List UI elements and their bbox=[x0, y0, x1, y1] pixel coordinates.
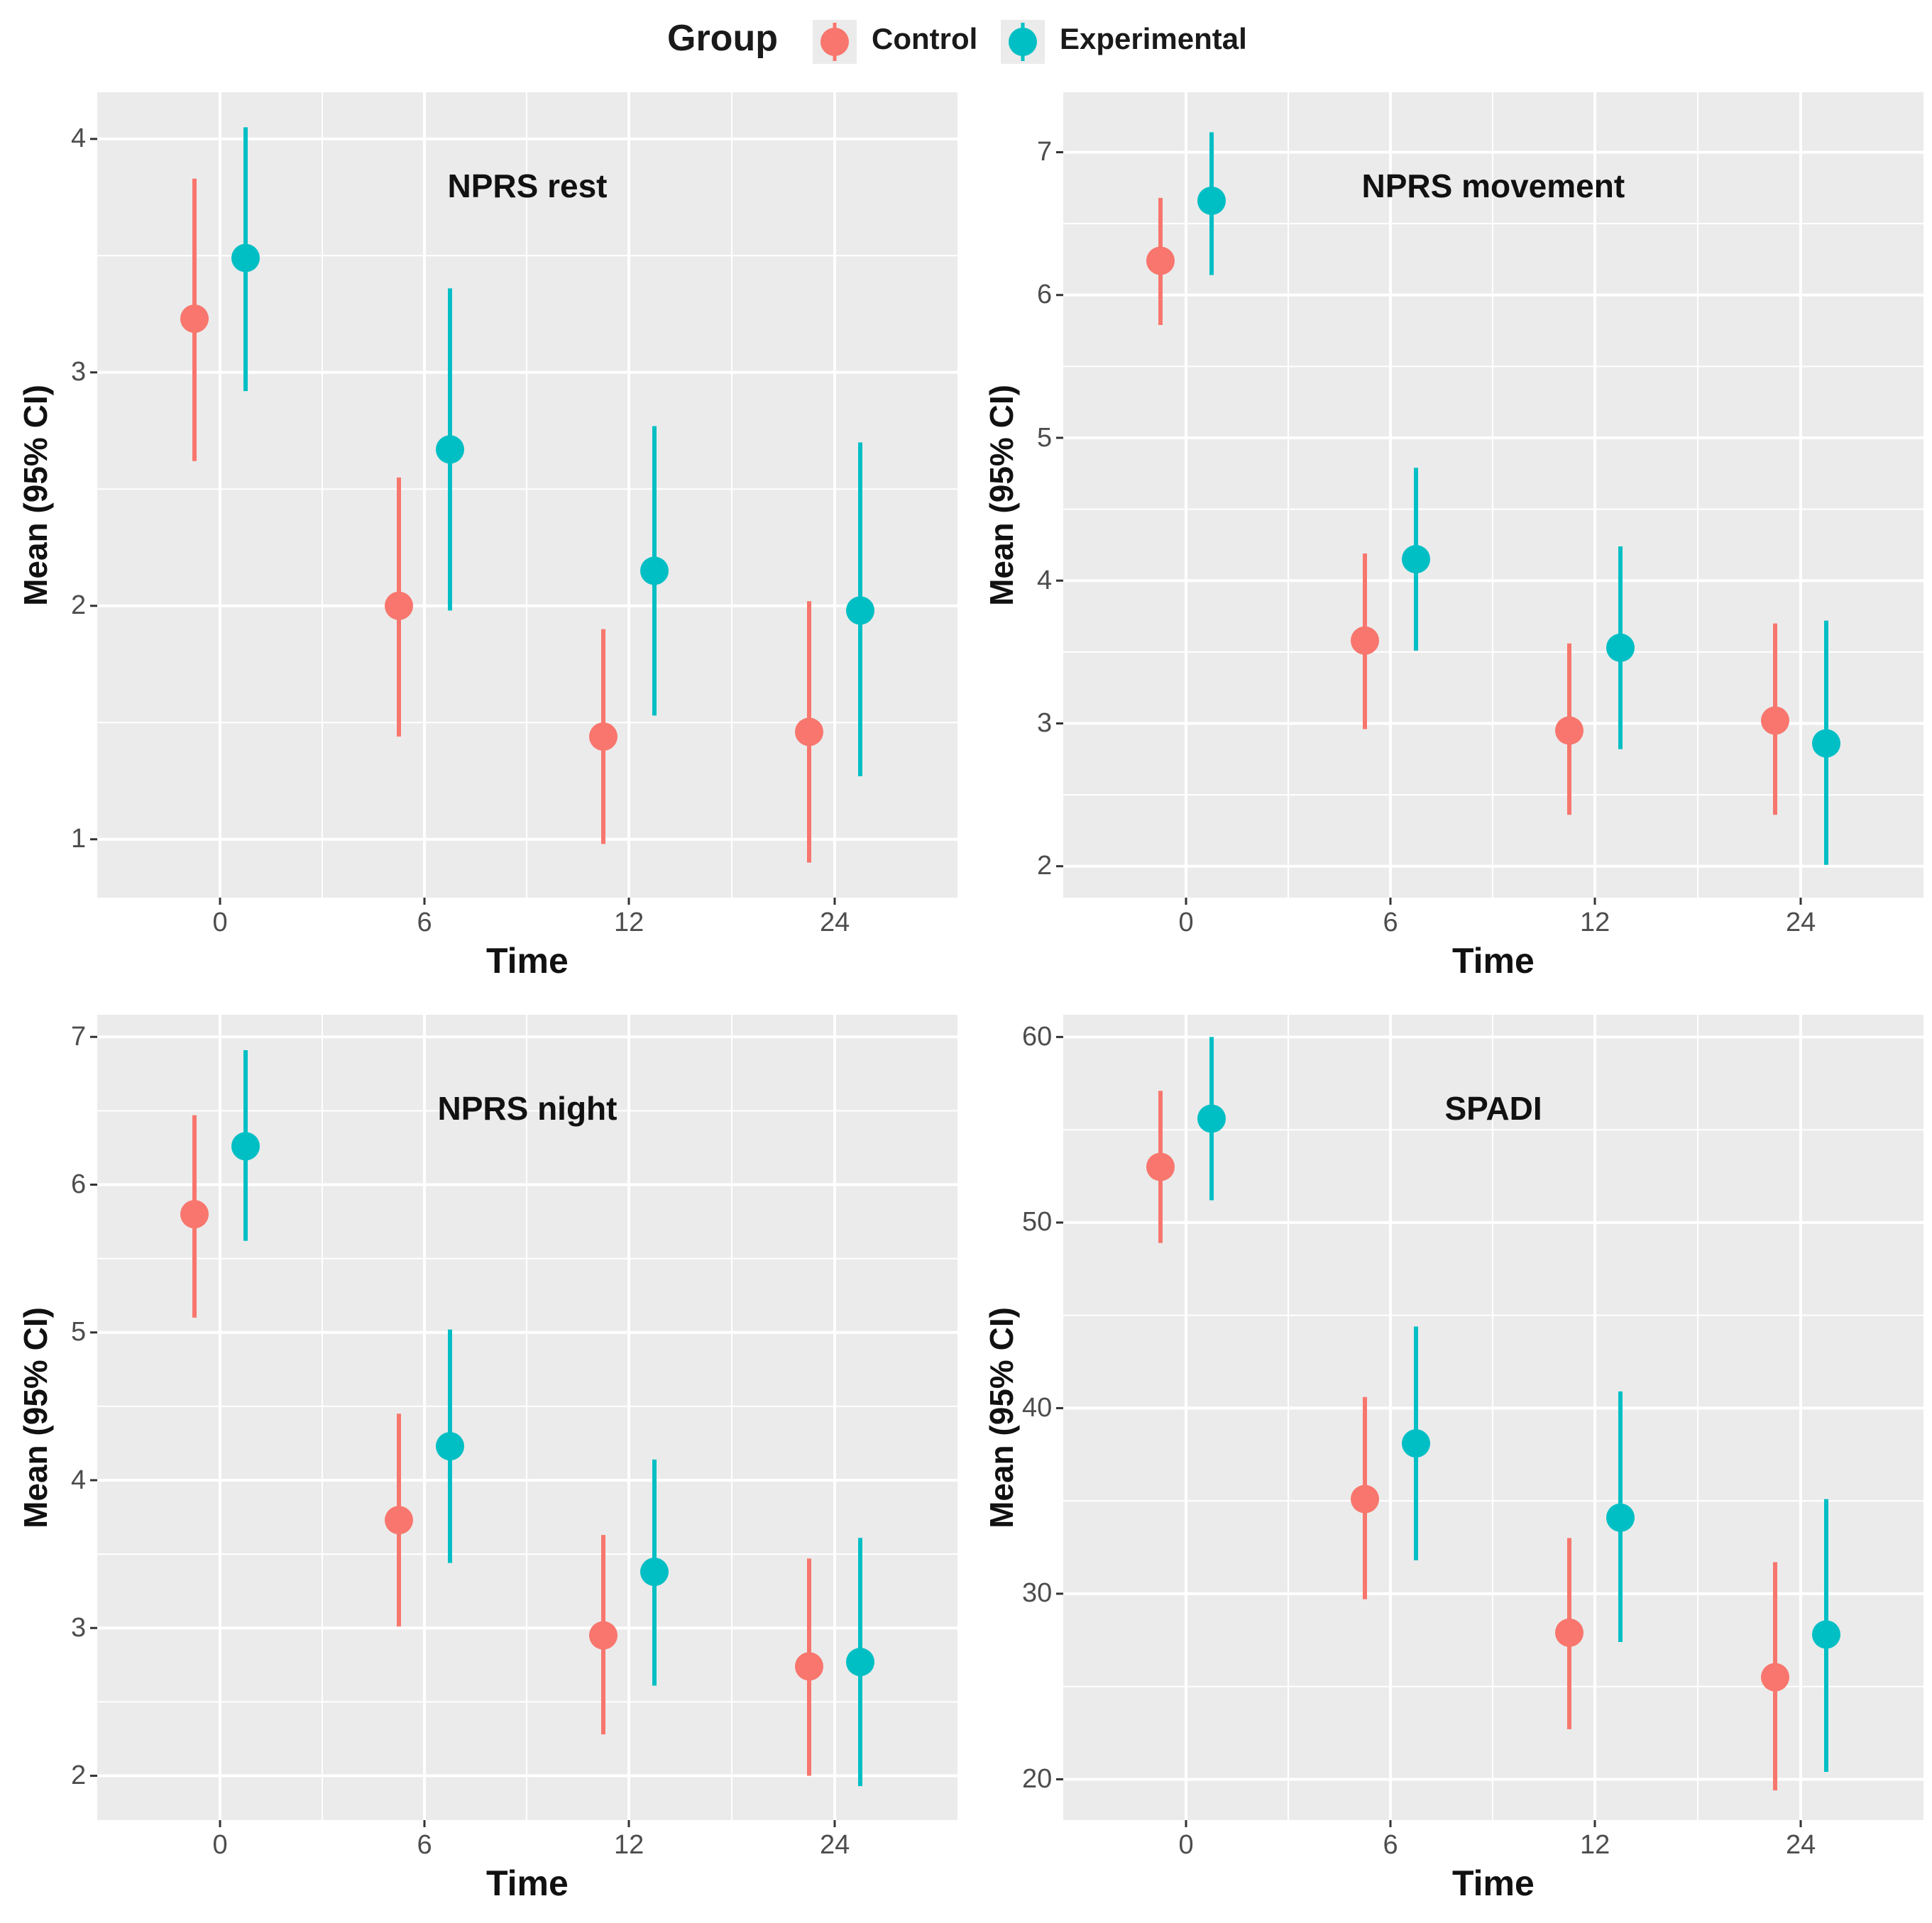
point-experimental bbox=[1402, 1429, 1430, 1458]
x-tick-label: 0 bbox=[212, 1830, 228, 1860]
x-tick-label: 24 bbox=[1786, 908, 1816, 937]
panel-nprs-movement: NPRS movement Mean (95% CI) Time 0 6 12 … bbox=[966, 78, 1932, 1001]
point-control bbox=[385, 1506, 413, 1535]
x-axis-label: Time bbox=[1452, 1863, 1535, 1903]
point-control bbox=[1761, 706, 1789, 735]
x-tick-label: 6 bbox=[417, 1830, 432, 1860]
panel-title: NPRS rest bbox=[447, 167, 608, 204]
y-tick-label: 1 bbox=[71, 824, 87, 854]
point-experimental bbox=[231, 243, 260, 272]
legend-label-control: Control bbox=[872, 22, 978, 55]
point-experimental bbox=[1606, 1503, 1635, 1532]
plot-nprs-rest bbox=[90, 92, 957, 905]
x-tick-label: 12 bbox=[1580, 1830, 1610, 1860]
y-tick-label: 20 bbox=[1022, 1763, 1053, 1794]
y-tick-label: 3 bbox=[71, 357, 87, 387]
y-tick-label: 60 bbox=[1022, 1021, 1053, 1052]
point-experimental bbox=[436, 1432, 464, 1461]
point-experimental bbox=[436, 435, 464, 464]
y-tick-label: 7 bbox=[1037, 137, 1053, 167]
point-experimental bbox=[846, 1648, 874, 1677]
legend-control-dot bbox=[820, 28, 849, 56]
point-control bbox=[1555, 716, 1584, 745]
y-tick-label: 5 bbox=[1037, 422, 1053, 453]
point-control bbox=[1555, 1618, 1584, 1647]
y-tick-label: 40 bbox=[1022, 1392, 1053, 1423]
panel-nprs-rest: NPRS rest Mean (95% CI) Time 0 6 12 24 1… bbox=[0, 78, 966, 1001]
x-tick-label: 24 bbox=[820, 908, 850, 937]
y-tick-label: 4 bbox=[71, 123, 87, 154]
panel-title: NPRS movement bbox=[1361, 167, 1625, 204]
y-tick-label: 2 bbox=[1037, 851, 1053, 881]
panel-nprs-night: NPRS night Mean (95% CI) Time 0 6 12 24 … bbox=[0, 1001, 966, 1923]
y-tick-label: 4 bbox=[1037, 565, 1053, 595]
plot-nprs-movement bbox=[1056, 92, 1923, 905]
y-tick-label: 50 bbox=[1022, 1207, 1053, 1238]
point-experimental bbox=[1812, 1620, 1840, 1649]
x-tick-label: 0 bbox=[1178, 908, 1194, 937]
point-control bbox=[1761, 1663, 1789, 1692]
point-experimental bbox=[640, 1558, 669, 1587]
x-axis-label: Time bbox=[1452, 941, 1535, 981]
point-experimental bbox=[846, 596, 874, 625]
point-experimental bbox=[1197, 186, 1226, 215]
y-axis-label: Mean (95% CI) bbox=[982, 384, 1020, 606]
x-tick-label: 6 bbox=[1383, 1830, 1398, 1860]
legend-key-experimental bbox=[1001, 20, 1045, 64]
y-axis-label: Mean (95% CI) bbox=[16, 384, 54, 606]
point-control bbox=[180, 1200, 209, 1229]
legend-key-control bbox=[813, 20, 857, 64]
panel-spadi: SPADI Mean (95% CI) Time 0 6 12 24 20 30… bbox=[966, 1001, 1932, 1923]
x-axis-label: Time bbox=[486, 1863, 569, 1903]
point-control bbox=[1351, 626, 1379, 655]
point-experimental bbox=[231, 1132, 260, 1161]
y-axis-label: Mean (95% CI) bbox=[16, 1306, 54, 1528]
y-tick-label: 7 bbox=[71, 1021, 87, 1052]
x-tick-label: 24 bbox=[820, 1830, 850, 1860]
plot-nprs-night bbox=[90, 1015, 957, 1827]
y-tick-label: 6 bbox=[71, 1169, 87, 1199]
y-tick-label: 6 bbox=[1037, 280, 1053, 310]
point-experimental bbox=[1197, 1104, 1226, 1133]
legend-title: Group bbox=[667, 18, 778, 59]
y-tick-label: 30 bbox=[1022, 1578, 1053, 1609]
legend-label-experimental: Experimental bbox=[1060, 22, 1247, 55]
x-tick-label: 0 bbox=[212, 908, 228, 937]
y-tick-label: 2 bbox=[71, 1761, 87, 1791]
legend: Group Control Experimental bbox=[0, 0, 1932, 78]
panel-title: SPADI bbox=[1444, 1090, 1542, 1127]
x-tick-label: 6 bbox=[417, 908, 432, 937]
point-control bbox=[385, 591, 413, 620]
plot-spadi bbox=[1056, 1015, 1923, 1827]
y-tick-label: 3 bbox=[1037, 707, 1053, 738]
panel-title: NPRS night bbox=[437, 1090, 618, 1127]
x-tick-label: 0 bbox=[1178, 1830, 1194, 1860]
legend-experimental-dot bbox=[1009, 28, 1037, 56]
x-tick-label: 12 bbox=[1580, 908, 1610, 937]
point-control bbox=[589, 722, 618, 751]
point-experimental bbox=[1812, 729, 1840, 758]
point-control bbox=[589, 1621, 618, 1650]
point-control bbox=[795, 1652, 823, 1681]
point-control bbox=[1146, 1152, 1175, 1181]
x-tick-label: 12 bbox=[614, 1830, 644, 1860]
x-tick-label: 24 bbox=[1786, 1830, 1816, 1860]
point-control bbox=[1146, 246, 1175, 275]
x-axis-label: Time bbox=[486, 941, 569, 981]
y-tick-label: 4 bbox=[71, 1465, 87, 1495]
point-experimental bbox=[1402, 545, 1430, 574]
y-tick-label: 2 bbox=[71, 590, 87, 621]
y-axis-label: Mean (95% CI) bbox=[982, 1306, 1020, 1528]
x-tick-label: 12 bbox=[614, 908, 644, 937]
y-tick-label: 5 bbox=[71, 1317, 87, 1348]
point-control bbox=[1351, 1484, 1379, 1514]
y-tick-label: 3 bbox=[71, 1612, 87, 1643]
point-control bbox=[180, 304, 209, 334]
point-experimental bbox=[640, 556, 669, 585]
x-tick-label: 6 bbox=[1383, 908, 1398, 937]
point-control bbox=[795, 717, 823, 746]
point-experimental bbox=[1606, 633, 1635, 662]
